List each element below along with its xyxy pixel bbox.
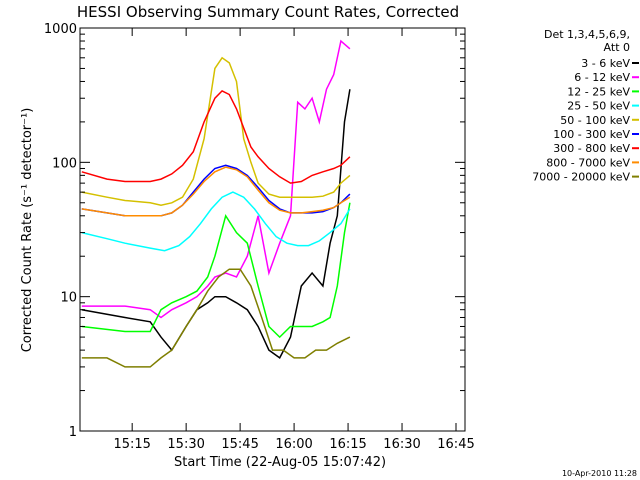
- series-line: [81, 268, 351, 368]
- legend-title-line-2: Att 0: [604, 41, 630, 54]
- legend-entry-label: 300 - 800 keV: [553, 142, 630, 155]
- series-line: [81, 56, 351, 206]
- series-line: [81, 191, 351, 252]
- series-line: [81, 166, 351, 217]
- y-axis-label: Corrected Count Rate (s⁻¹ detector⁻¹): [20, 108, 35, 353]
- series-line: [81, 89, 351, 360]
- series-line: [81, 39, 351, 319]
- chart-title: HESSI Observing Summary Count Rates, Cor…: [77, 3, 459, 21]
- series-line: [81, 89, 351, 184]
- x-axis-ticks: 15:15 15:30 15:45 16:00 16:15 16:30 16:45: [113, 28, 475, 452]
- y-tick-label: 1000: [44, 22, 77, 37]
- legend-entry-label: 6 - 12 keV: [574, 71, 630, 84]
- series-line: [81, 202, 351, 339]
- x-tick-label: 16:45: [437, 437, 474, 452]
- x-tick-label: 16:00: [275, 437, 312, 452]
- x-tick-label: 16:15: [329, 437, 366, 452]
- plot-area: [81, 39, 351, 368]
- y-tick-label: 1: [69, 425, 77, 440]
- legend-entry-label: 3 - 6 keV: [581, 57, 630, 70]
- x-tick-label: 15:45: [221, 437, 258, 452]
- x-tick-label: 15:30: [167, 437, 204, 452]
- y-tick-label: 100: [52, 156, 77, 171]
- x-axis-label: Start Time (22-Aug-05 15:07:42): [174, 455, 386, 470]
- y-tick-label: 10: [60, 291, 77, 306]
- legend-entry-label: 50 - 100 keV: [560, 114, 630, 127]
- x-tick-label: 16:30: [383, 437, 420, 452]
- legend-title-line-1: Det 1,3,4,5,6,9,: [544, 28, 630, 41]
- legend-entry-label: 25 - 50 keV: [567, 100, 630, 113]
- y-axis-ticks: 1 10 100 1000: [44, 22, 465, 440]
- plot-frame: [79, 27, 466, 432]
- legend-entry-label: 100 - 300 keV: [553, 128, 630, 141]
- legend-entry-label: 12 - 25 keV: [567, 85, 630, 98]
- timestamp: 10-Apr-2010 11:28: [562, 469, 637, 478]
- legend-entry-label: 7000 - 20000 keV: [532, 171, 630, 184]
- series-line: [81, 164, 351, 217]
- x-tick-label: 15:15: [113, 437, 150, 452]
- legend-entry-label: 800 - 7000 keV: [546, 156, 630, 169]
